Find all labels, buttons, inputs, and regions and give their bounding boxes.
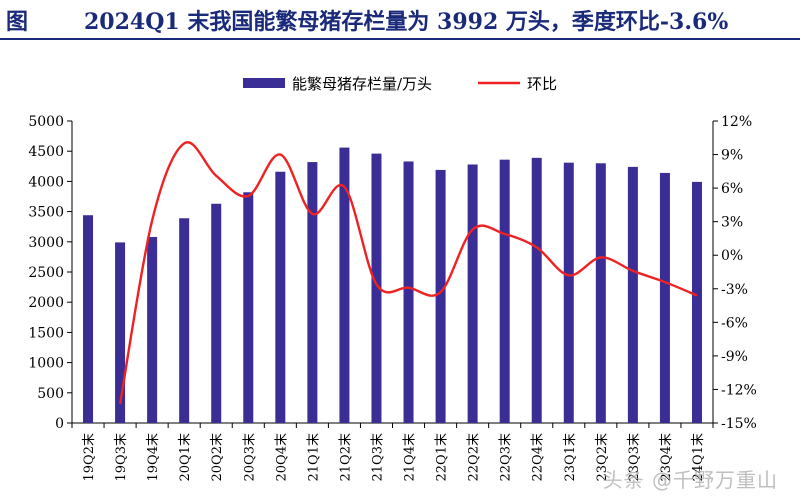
right-tick-label: -9% xyxy=(721,349,748,365)
legend-bar-swatch xyxy=(243,78,285,88)
left-tick-label: 5000 xyxy=(28,114,64,130)
x-tick-label: 23Q4末 xyxy=(659,433,674,481)
x-tick-label: 19Q3末 xyxy=(114,433,129,481)
left-tick-label: 3500 xyxy=(28,205,64,221)
figure-title-bar: 图 2024Q1 末我国能繁母猪存栏量为 3992 万头，季度环比-3.6% xyxy=(0,0,800,36)
qoq-line xyxy=(118,141,698,405)
bar xyxy=(435,169,446,423)
bar xyxy=(691,181,702,423)
left-tick-label: 2000 xyxy=(28,295,64,311)
x-tick-label: 20Q4末 xyxy=(274,433,289,481)
x-tick-label: 23Q1末 xyxy=(563,433,578,481)
x-tick-label: 21Q2末 xyxy=(338,433,353,481)
bar xyxy=(115,242,126,423)
legend-line-label: 环比 xyxy=(527,75,557,93)
x-tick-label: 22Q2末 xyxy=(467,433,482,481)
x-tick-label: 22Q4末 xyxy=(531,433,546,481)
figure-title: 2024Q1 末我国能繁母猪存栏量为 3992 万头，季度环比-3.6% xyxy=(84,9,729,35)
x-tick-label: 21Q1末 xyxy=(306,433,321,481)
right-tick-label: 3% xyxy=(721,215,743,231)
left-tick-label: 1000 xyxy=(28,356,64,372)
x-tick-label: 23Q3末 xyxy=(627,433,642,481)
bar xyxy=(307,162,318,423)
right-tick-label: -6% xyxy=(721,315,748,331)
bar xyxy=(499,159,510,423)
bar xyxy=(179,218,190,423)
left-tick-label: 500 xyxy=(37,386,64,402)
right-tick-label: 12% xyxy=(721,114,752,130)
left-tick-label: 3000 xyxy=(28,235,64,251)
right-tick-label: 9% xyxy=(721,148,743,164)
bar xyxy=(211,203,222,423)
x-tick-label: 19Q4末 xyxy=(146,433,161,481)
legend-bar-label: 能繁母猪存栏量/万头 xyxy=(292,75,432,93)
bar xyxy=(339,147,350,423)
bar xyxy=(371,153,382,423)
x-tick-label: 23Q2末 xyxy=(595,433,610,481)
bar xyxy=(243,192,254,423)
x-tick-label: 22Q1末 xyxy=(435,433,450,481)
right-tick-label: 0% xyxy=(721,248,743,264)
x-tick-label: 19Q2末 xyxy=(82,433,97,481)
figure-label: 图 xyxy=(6,9,29,35)
x-tick-label: 20Q1末 xyxy=(178,433,193,481)
x-tick-label: 21Q4末 xyxy=(403,433,418,481)
bar xyxy=(147,236,158,423)
x-tick-label: 20Q2末 xyxy=(210,433,225,481)
right-tick-label: -12% xyxy=(721,382,757,398)
chart: 0 500 1000 1500 2000 2500 3000 3500 4000 4500 5000… xyxy=(28,75,757,481)
left-tick-label: 1500 xyxy=(28,325,64,341)
bar xyxy=(563,162,574,423)
bar xyxy=(467,164,478,423)
bar xyxy=(403,161,414,423)
bar xyxy=(627,166,638,423)
left-tick-label: 4000 xyxy=(28,174,64,190)
x-tick-label: 20Q3末 xyxy=(242,433,257,481)
left-tick-label: 0 xyxy=(55,416,64,432)
bar xyxy=(595,163,606,423)
x-tick-label: 21Q3末 xyxy=(370,433,385,481)
title-divider xyxy=(0,38,800,40)
right-tick-label: -15% xyxy=(721,416,757,432)
right-tick-label: 6% xyxy=(721,181,743,197)
bar xyxy=(275,171,286,423)
x-tick-label: 22Q3末 xyxy=(499,433,514,481)
bar xyxy=(659,172,670,423)
left-tick-label: 2500 xyxy=(28,265,64,281)
watermark: 头条 @千野万重山 xyxy=(602,468,778,492)
x-tick-label: 24Q1末 xyxy=(691,433,706,481)
bar xyxy=(83,215,94,423)
bar xyxy=(531,157,542,423)
left-tick-label: 4500 xyxy=(28,144,64,160)
right-tick-label: -3% xyxy=(721,282,748,298)
